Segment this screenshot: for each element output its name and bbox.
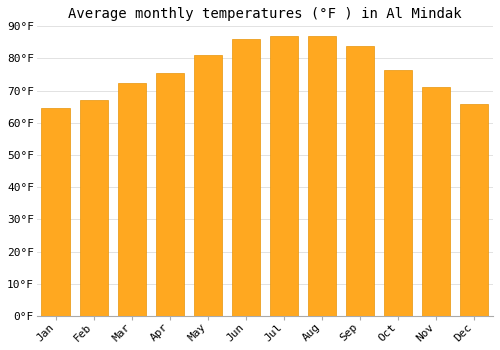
Bar [346,46,374,316]
Bar [80,100,108,316]
Bar [156,73,184,316]
Bar [118,83,146,316]
Title: Average monthly temperatures (°F ) in Al Mindak: Average monthly temperatures (°F ) in Al… [68,7,462,21]
Bar [270,36,298,316]
Bar [232,39,260,316]
Bar [384,70,412,316]
Bar [308,36,336,316]
Bar [422,88,450,316]
Bar [42,108,70,316]
Bar [194,55,222,316]
Bar [460,104,488,316]
